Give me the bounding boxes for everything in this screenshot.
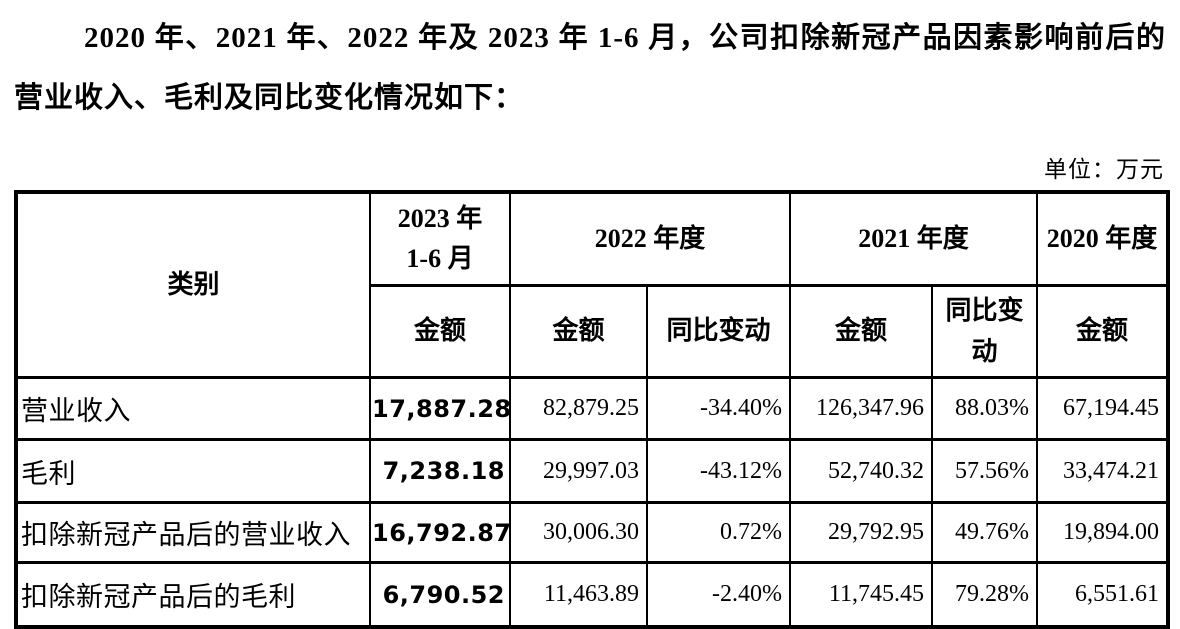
cell-amount-2022: 82,879.25 (509, 376, 648, 441)
table-row: 营业收入 17,887.28 82,879.25 -34.40% 126,347… (15, 376, 1170, 441)
row-label: 毛利 (15, 438, 371, 504)
cell-amount-2023: 7,238.18 (369, 438, 511, 504)
cell-amount-2020: 67,194.45 (1036, 376, 1170, 441)
header-2023-line2: 1-6 月 (406, 244, 474, 273)
financial-table: 类别 2023 年 1-6 月 2022 年度 2021 年度 2020 年度 … (14, 190, 1171, 629)
intro-paragraph: 2020 年、2021 年、2022 年及 2023 年 1-6 月，公司扣除新… (14, 22, 1166, 114)
table-row: 扣除新冠产品后的营业收入 16,792.87 30,006.30 0.72% 2… (15, 501, 1170, 564)
header-2022-period: 2022 年度 (508, 190, 792, 287)
cell-amount-2022: 30,006.30 (509, 501, 648, 564)
cell-amount-2021: 29,792.95 (789, 501, 934, 564)
cell-amount-2023: 16,792.87 (369, 501, 511, 564)
header-2023-period: 2023 年 1-6 月 (369, 190, 511, 287)
unit-label: 单位：万元 (1044, 157, 1164, 182)
cell-amount-2021: 11,745.45 (789, 561, 934, 629)
cell-amount-2021: 126,347.96 (789, 376, 934, 441)
table-row: 毛利 7,238.18 29,997.03 -43.12% 52,740.32 … (15, 438, 1170, 504)
header-category: 类别 (15, 190, 371, 379)
table-row: 扣除新冠产品后的毛利 6,790.52 11,463.89 -2.40% 11,… (15, 561, 1170, 629)
header-row-measures: 金额 金额 同比变动 金额 同比变动 金额 (16, 284, 1170, 379)
cell-change-2022: -2.40% (645, 561, 792, 629)
header-2021-period: 2021 年度 (789, 190, 1039, 287)
subheader-amount-2023: 金额 (369, 284, 511, 379)
row-label: 扣除新冠产品后的毛利 (15, 561, 371, 629)
document-page: 2020 年、2021 年、2022 年及 2023 年 1-6 月，公司扣除新… (0, 8, 1180, 629)
cell-amount-2022: 29,997.03 (509, 438, 648, 504)
cell-amount-2022: 11,463.89 (509, 561, 648, 629)
cell-amount-2021: 52,740.32 (789, 438, 934, 504)
subheader-amount-2022: 金额 (509, 284, 648, 379)
subheader-amount-2021: 金额 (789, 284, 934, 379)
cell-amount-2023: 6,790.52 (369, 561, 511, 629)
cell-amount-2023: 17,887.28 (369, 376, 511, 441)
cell-change-2022: -43.12% (645, 438, 792, 504)
row-label: 营业收入 (15, 376, 371, 441)
cell-change-2022: 0.72% (645, 501, 792, 564)
subheader-change-2022: 同比变动 (645, 284, 792, 379)
cell-change-2021: 79.28% (931, 561, 1039, 629)
cell-change-2022: -34.40% (645, 376, 792, 441)
cell-amount-2020: 19,894.00 (1036, 501, 1170, 564)
header-row-periods: 类别 2023 年 1-6 月 2022 年度 2021 年度 2020 年度 (15, 190, 1170, 379)
subheader-amount-2020: 金额 (1036, 284, 1170, 379)
cell-amount-2020: 33,474.21 (1036, 438, 1170, 504)
subheader-change-2021: 同比变动 (931, 284, 1039, 379)
cell-amount-2020: 6,551.61 (1036, 561, 1170, 629)
cell-change-2021: 57.56% (931, 438, 1039, 504)
row-label: 扣除新冠产品后的营业收入 (15, 501, 371, 564)
cell-change-2021: 88.03% (931, 376, 1039, 441)
header-2020-period: 2020 年度 (1036, 190, 1170, 287)
cell-change-2021: 49.76% (931, 501, 1039, 564)
header-2023-line1: 2023 年 (397, 203, 483, 233)
